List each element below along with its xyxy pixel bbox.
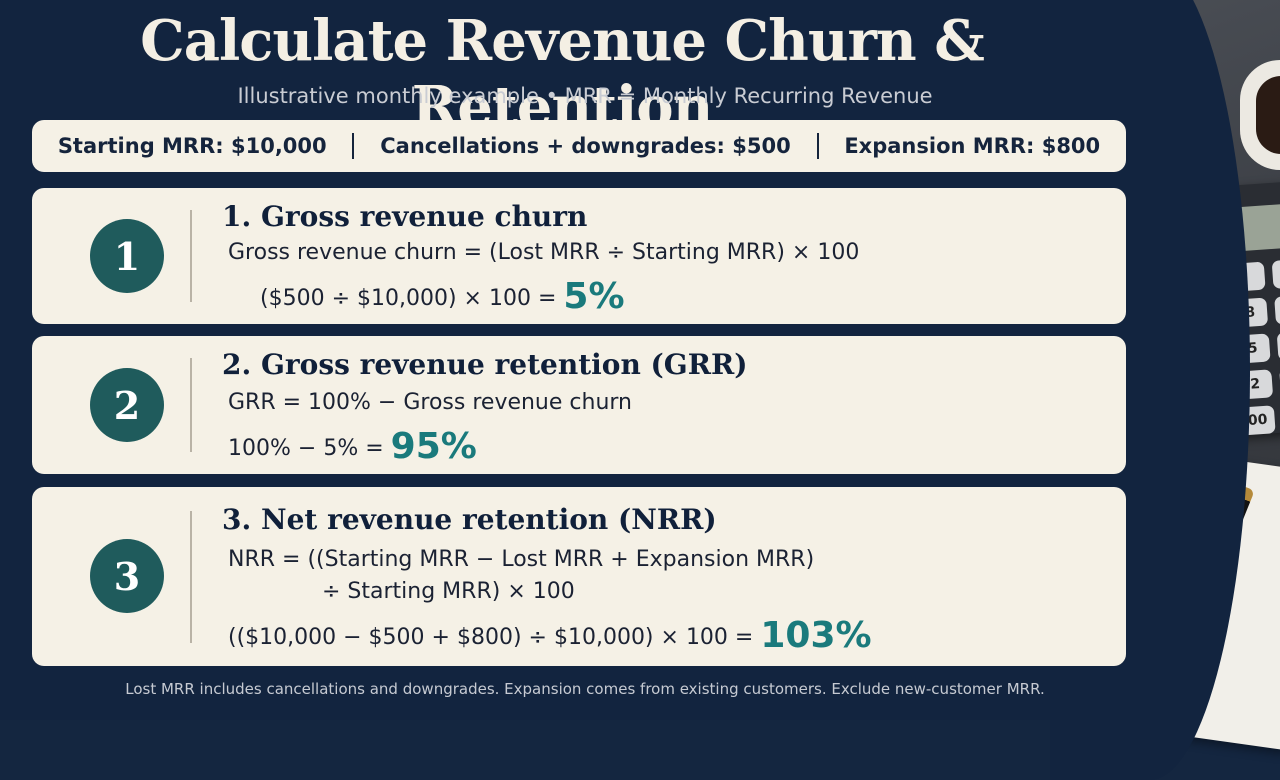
formula-text: NRR = ((Starting MRR − Lost MRR + Expans… <box>228 547 815 572</box>
step-card-grr: 2 2. Gross revenue retention (GRR) GRR =… <box>32 336 1126 474</box>
formula-text: GRR = 100% − Gross revenue churn <box>228 390 632 415</box>
divider <box>190 511 192 643</box>
calculation-text: (($10,000 − $500 + $800) ÷ $10,000) × 10… <box>228 625 754 650</box>
calculator-key <box>1271 258 1280 289</box>
divider <box>816 133 819 159</box>
result-value: 95% <box>390 426 477 467</box>
footer-note: Lost MRR includes cancellations and down… <box>125 680 1045 698</box>
step-title: 1. Gross revenue churn <box>222 200 588 233</box>
step-title: 2. Gross revenue retention (GRR) <box>222 348 748 381</box>
calculation-line: ($500 ÷ $10,000) × 100 = 5% <box>260 276 625 317</box>
result-value: 5% <box>563 276 625 317</box>
page-subtitle: Illustrative monthly example • MRR = Mon… <box>237 84 933 108</box>
calculator-key <box>1274 294 1280 325</box>
calculation-text: ($500 ÷ $10,000) × 100 = <box>260 286 557 311</box>
cancellations-label: Cancellations + downgrades: $500 <box>380 134 791 158</box>
step-card-gross-churn: 1 1. Gross revenue churn Gross revenue c… <box>32 188 1126 324</box>
step-title: 3. Net revenue retention (NRR) <box>222 503 717 536</box>
expansion-mrr-label: Expansion MRR: $800 <box>844 134 1101 158</box>
formula-text: Gross revenue churn = (Lost MRR ÷ Starti… <box>228 240 860 265</box>
calculation-line: (($10,000 − $500 + $800) ÷ $10,000) × 10… <box>228 615 872 656</box>
divider <box>190 358 192 452</box>
divider <box>352 133 355 159</box>
coffee-image <box>1256 76 1280 154</box>
calculation-text: 100% − 5% = <box>228 436 384 461</box>
step-card-nrr: 3 3. Net revenue retention (NRR) NRR = (… <box>32 487 1126 666</box>
step-number-badge: 2 <box>90 368 164 442</box>
starting-mrr-label: Starting MRR: $10,000 <box>57 134 327 158</box>
summary-bar: Starting MRR: $10,000 Cancellations + do… <box>32 120 1126 172</box>
step-number-badge: 3 <box>90 539 164 613</box>
result-value: 103% <box>760 615 872 656</box>
page-title: Calculate Revenue Churn & Retention <box>140 8 985 140</box>
divider <box>190 210 192 302</box>
calculation-line: 100% − 5% = 95% <box>228 426 477 467</box>
formula-text-continued: ÷ Starting MRR) × 100 <box>322 579 575 604</box>
step-number-badge: 1 <box>90 219 164 293</box>
